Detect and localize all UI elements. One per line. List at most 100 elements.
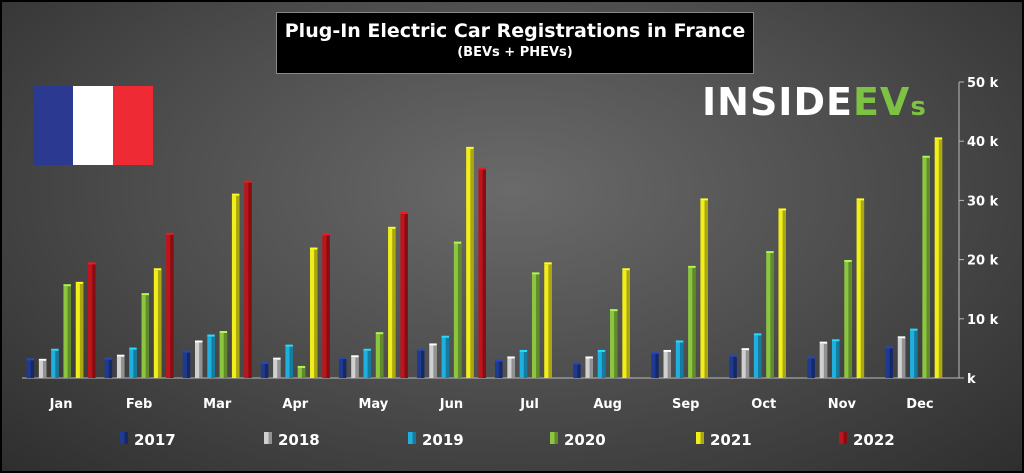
bar-shade-2021-Apr xyxy=(314,249,318,378)
bar-2020-Jan xyxy=(63,286,71,378)
bar-top-2019-Sep xyxy=(675,340,684,343)
bar-2018-Oct xyxy=(741,350,750,378)
bar-shade-2022-Feb xyxy=(170,234,174,378)
bar-top-2019-Aug xyxy=(597,349,606,352)
bar-2021-Jan xyxy=(75,283,84,378)
bar-shade-2020-Jun xyxy=(457,243,462,378)
bar-shade-2018-Sep xyxy=(667,351,672,378)
legend-swatch-shade-2017 xyxy=(124,432,128,444)
bar-top-2020-Jul xyxy=(531,272,540,275)
bar-shade-2020-Aug xyxy=(614,311,618,378)
bar-top-2017-Oct xyxy=(729,354,737,357)
bar-top-2019-Jun xyxy=(441,335,450,338)
bar-top-2020-Apr xyxy=(297,365,306,368)
bar-2018-Feb xyxy=(116,356,125,378)
bar-2021-Oct xyxy=(778,210,786,378)
bar-2021-Aug xyxy=(622,270,630,378)
bar-2017-Aug xyxy=(573,364,581,378)
bar-top-2018-Sep xyxy=(663,349,672,352)
logo-part-inside: INSIDE xyxy=(702,80,853,124)
bar-shade-2022-May xyxy=(404,214,408,378)
x-tick-label-Apr: Apr xyxy=(282,397,308,412)
bar-2021-Jun xyxy=(466,148,474,378)
bar-top-2021-Apr xyxy=(309,247,318,250)
bar-2021-Apr xyxy=(309,249,318,378)
x-tick-label-Oct: Oct xyxy=(751,397,776,412)
bar-2017-Nov xyxy=(807,358,815,378)
bar-2021-Jul xyxy=(544,264,552,378)
bar-shade-2020-Jan xyxy=(67,286,71,378)
bar-top-2017-Jan xyxy=(26,358,35,361)
bar-2019-Feb xyxy=(129,349,137,378)
bar-shade-2019-May xyxy=(367,350,371,378)
bar-shade-2020-Nov xyxy=(848,261,852,378)
bar-shade-2017-Aug xyxy=(577,364,581,378)
y-tick-label: 40 k xyxy=(967,135,999,150)
bar-shade-2021-Jun xyxy=(470,148,474,378)
bar-top-2020-Jan xyxy=(63,284,71,287)
bar-top-2019-Nov xyxy=(831,339,840,342)
legend-swatch-2019 xyxy=(408,432,416,444)
bar-shade-2020-Oct xyxy=(770,253,774,378)
bar-shade-2017-Oct xyxy=(733,356,737,378)
bar-top-2019-Feb xyxy=(129,347,137,350)
bar-top-2021-Sep xyxy=(700,198,708,201)
bar-shade-2018-May xyxy=(355,357,359,378)
bar-top-2021-Aug xyxy=(622,268,630,271)
bar-2021-Mar xyxy=(231,195,240,378)
bar-top-2022-Jun xyxy=(478,167,486,170)
y-tick-label: 50 k xyxy=(967,76,999,91)
bar-2022-May xyxy=(400,214,408,378)
bar-2022-Mar xyxy=(244,182,252,378)
x-tick-label-Aug: Aug xyxy=(593,397,622,412)
bar-shade-2017-Feb xyxy=(108,359,113,378)
bar-2019-Sep xyxy=(675,342,684,378)
bar-2020-Feb xyxy=(141,295,150,378)
bar-2017-Jul xyxy=(495,361,503,378)
bar-2018-Nov xyxy=(819,343,828,378)
x-tick-label-Nov: Nov xyxy=(828,397,857,412)
x-tick-label-May: May xyxy=(358,397,388,412)
title-box: Plug-In Electric Car Registrations in Fr… xyxy=(276,12,754,74)
bar-shade-2019-Mar xyxy=(211,336,215,378)
bar-shade-2017-Mar xyxy=(186,352,191,378)
bar-2020-Apr xyxy=(297,367,306,378)
bar-top-2021-Nov xyxy=(856,198,865,201)
bar-2017-May xyxy=(338,359,347,378)
legend-label-2017: 2017 xyxy=(134,431,176,449)
bar-shade-2021-Nov xyxy=(860,200,865,378)
bar-2018-Aug xyxy=(585,358,593,378)
bar-top-2022-Feb xyxy=(166,232,174,235)
flag-stripe-blue xyxy=(33,86,73,165)
bar-shade-2018-Jun xyxy=(433,345,437,378)
bar-2020-Jun xyxy=(453,243,462,378)
legend-label-2018: 2018 xyxy=(278,431,320,449)
bar-shade-2017-Jul xyxy=(499,361,503,378)
x-tick-label-Mar: Mar xyxy=(203,397,232,412)
bar-shade-2021-Aug xyxy=(626,270,630,378)
bar-shade-2017-Sep xyxy=(655,353,659,378)
bar-2019-Dec xyxy=(910,330,918,378)
bar-2017-Apr xyxy=(260,363,269,378)
bar-top-2018-Mar xyxy=(195,340,203,343)
bar-top-2017-May xyxy=(338,357,347,360)
bar-shade-2021-Oct xyxy=(782,210,786,378)
bar-shade-2017-May xyxy=(343,359,347,378)
bar-shade-2021-Feb xyxy=(157,270,162,378)
bar-shade-2021-Jan xyxy=(79,283,84,378)
bar-top-2019-Apr xyxy=(285,344,293,347)
y-tick-label: 20 k xyxy=(967,254,999,269)
bar-top-2022-Jan xyxy=(88,262,96,265)
bar-shade-2020-Jul xyxy=(536,274,540,378)
bar-2022-Jan xyxy=(88,264,96,378)
legend-swatch-shade-2022 xyxy=(843,432,847,444)
bar-shade-2019-Jul xyxy=(523,351,528,378)
bar-shade-2020-Feb xyxy=(145,295,150,378)
bar-shade-2020-Apr xyxy=(301,367,306,378)
x-tick-label-Feb: Feb xyxy=(126,397,152,412)
bar-top-2021-Jun xyxy=(466,146,474,149)
bar-2022-Feb xyxy=(166,234,174,378)
bar-2019-Aug xyxy=(597,351,606,378)
bar-top-2017-Aug xyxy=(573,362,581,365)
legend-swatch-shade-2018 xyxy=(268,432,272,444)
